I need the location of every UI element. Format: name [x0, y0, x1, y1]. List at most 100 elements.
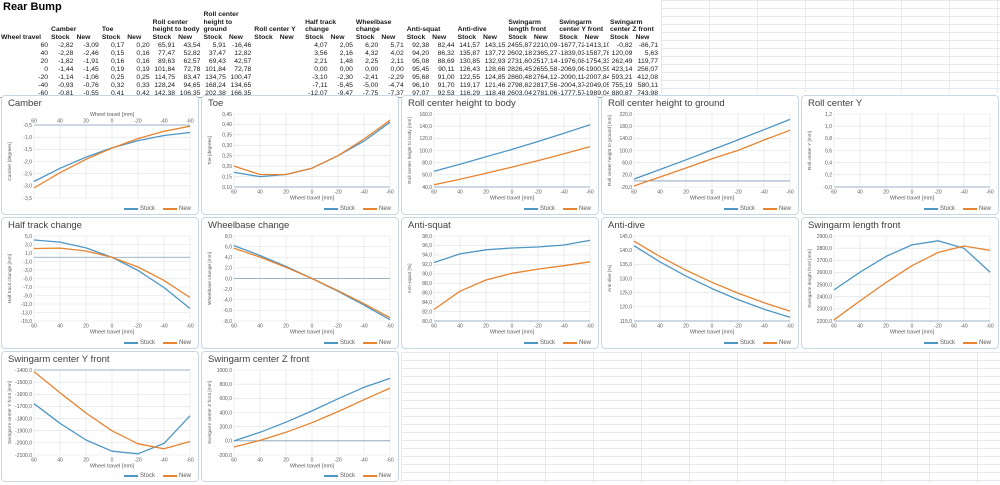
value-cell-r4c8[interactable] — [253, 73, 278, 81]
value-cell-r4c13[interactable]: -2,29 — [388, 73, 404, 81]
chart-legend[interactable]: Stock New — [123, 206, 191, 212]
value-cell-r4c1[interactable]: -1,06 — [83, 73, 99, 81]
sub-header-5-stock[interactable]: Stock — [305, 33, 324, 41]
column-group-2[interactable]: Roll center height to body — [152, 18, 200, 33]
value-cell-r1c1[interactable]: -2,46 — [83, 49, 99, 57]
value-cell-r4c7[interactable]: 100,47 — [230, 73, 252, 81]
value-cell-r3c6[interactable]: 101,84 — [205, 65, 226, 73]
value-cell-r1c15[interactable]: 86,32 — [437, 49, 455, 57]
value-cell-r1c23[interactable]: 5,63 — [644, 49, 658, 57]
value-cell-r3c8[interactable] — [253, 65, 278, 73]
value-cell-r0c0[interactable]: -2,82 — [57, 41, 74, 49]
value-cell-r3c10[interactable]: 0,00 — [314, 65, 328, 73]
value-cell-r1c16[interactable]: 135,87 — [459, 49, 480, 57]
column-group-9[interactable]: Swingarm length front — [508, 18, 547, 33]
value-cell-r2c16[interactable]: 130,85 — [459, 57, 480, 65]
value-cell-r1c19[interactable]: 2365,27 — [532, 49, 558, 57]
wheel-travel-cell[interactable]: -40 — [38, 81, 49, 89]
value-cell-r3c5[interactable]: 72,78 — [183, 65, 201, 73]
wheel-travel-cell[interactable]: 20 — [40, 57, 49, 65]
sub-header-11-new[interactable]: New — [635, 33, 650, 41]
value-cell-r3c19[interactable]: 2655,58 — [532, 65, 558, 73]
sub-header-3-new[interactable]: New — [228, 33, 243, 41]
value-cell-r6c11[interactable]: -9,47 — [337, 89, 353, 97]
value-cell-r4c6[interactable]: 134,75 — [205, 73, 226, 81]
chart-legend[interactable]: Stock New — [123, 340, 191, 346]
value-cell-r0c14[interactable]: 92,38 — [412, 41, 430, 49]
value-cell-r5c6[interactable]: 168,24 — [205, 81, 226, 89]
value-cell-r3c23[interactable]: 256,07 — [637, 65, 658, 73]
value-cell-r3c1[interactable]: -1,45 — [83, 65, 99, 73]
value-cell-r0c4[interactable]: 65,91 — [158, 41, 176, 49]
value-cell-r2c8[interactable] — [253, 57, 278, 65]
sub-header-10-stock[interactable]: Stock — [559, 33, 578, 41]
sub-header-6-new[interactable]: New — [381, 33, 396, 41]
value-cell-r2c21[interactable]: -1754,33 — [583, 57, 610, 65]
column-group-3[interactable]: Roll center height to ground — [203, 11, 239, 33]
value-cell-r4c19[interactable]: 2764,12 — [532, 73, 558, 81]
value-cell-r0c20[interactable]: -1677,72 — [558, 41, 584, 49]
column-group-7[interactable]: Anti-squat — [406, 25, 441, 33]
value-cell-r4c23[interactable]: 412,08 — [637, 73, 658, 81]
sub-header-4-stock[interactable]: Stock — [254, 33, 273, 41]
value-cell-r4c4[interactable]: 114,75 — [154, 73, 176, 81]
value-cell-r2c0[interactable]: -1,82 — [57, 57, 74, 65]
value-cell-r5c15[interactable]: 91,70 — [437, 81, 455, 89]
chart-roll-center-y[interactable]: Roll center Y 1,2 1,0 0,8 0,6 0,4 0,2 -0,0 60 40 2… — [801, 95, 999, 215]
value-cell-r1c21[interactable]: -1587,78 — [583, 49, 610, 57]
chart-legend[interactable]: Stock New — [123, 473, 191, 479]
value-cell-r3c3[interactable]: 0,19 — [136, 65, 150, 73]
value-cell-r0c16[interactable]: 141,57 — [459, 41, 480, 49]
value-cell-r2c22[interactable]: 262,49 — [611, 57, 633, 65]
sub-header-9-new[interactable]: New — [533, 33, 548, 41]
chart-legend[interactable]: Stock New — [923, 206, 991, 212]
value-cell-r2c2[interactable]: 0,16 — [111, 57, 125, 65]
value-cell-r6c2[interactable]: 0,41 — [111, 89, 125, 97]
chart-anti-dive[interactable]: Anti-dive 145,0 140,0 135,0 130,0 125,0 120,0 1… — [601, 217, 799, 349]
value-cell-r5c19[interactable]: 2817,56 — [532, 81, 558, 89]
sub-header-1-stock[interactable]: Stock — [101, 33, 121, 41]
value-cell-r6c15[interactable]: 92,53 — [437, 89, 455, 97]
value-cell-r1c18[interactable]: 2602,18 — [507, 49, 532, 57]
value-cell-r2c17[interactable]: 132,93 — [484, 57, 506, 65]
value-cell-r6c0[interactable]: -0,81 — [57, 89, 74, 97]
value-cell-r6c18[interactable]: 2603,04 — [507, 89, 532, 97]
value-cell-r0c23[interactable]: -86,71 — [638, 41, 658, 49]
wheel-travel-cell[interactable]: 0 — [44, 65, 49, 73]
value-cell-r3c2[interactable]: 0,19 — [111, 65, 125, 73]
value-cell-r6c5[interactable]: 106,35 — [179, 89, 201, 97]
value-cell-r5c12[interactable]: -5,00 — [362, 81, 379, 89]
value-cell-r2c18[interactable]: 2731,60 — [507, 57, 532, 65]
value-cell-r4c14[interactable]: 95,68 — [412, 73, 430, 81]
value-cell-r0c9[interactable] — [279, 41, 304, 49]
value-cell-r5c21[interactable]: -2049,05 — [583, 81, 610, 89]
value-cell-r1c10[interactable]: 3,56 — [314, 49, 328, 57]
value-cell-r5c3[interactable]: 0,33 — [136, 81, 150, 89]
sub-header-8-stock[interactable]: Stock — [457, 33, 477, 41]
value-cell-r6c14[interactable]: 97,07 — [412, 89, 430, 97]
wheel-travel-cell[interactable]: -20 — [38, 73, 49, 81]
chart-legend[interactable]: Stock New — [923, 340, 991, 346]
sub-header-1-new[interactable]: New — [127, 33, 142, 41]
wheel-travel-cell[interactable]: -60 — [38, 89, 49, 97]
sub-header-10-new[interactable]: New — [584, 33, 599, 41]
value-cell-r2c15[interactable]: 88,69 — [437, 57, 455, 65]
value-cell-r5c22[interactable]: 755,19 — [611, 81, 633, 89]
value-cell-r0c12[interactable]: 6,20 — [365, 41, 379, 49]
chart-swingarm-length-front[interactable]: Swingarm length front 2900,0 2800,0 2700,0 2… — [801, 217, 999, 349]
value-cell-r6c6[interactable]: 202,38 — [205, 89, 226, 97]
value-cell-r1c12[interactable]: 4,32 — [365, 49, 379, 57]
value-cell-r2c7[interactable]: 42,57 — [234, 57, 252, 65]
sub-header-7-stock[interactable]: Stock — [406, 33, 426, 41]
value-cell-r3c12[interactable]: 0,00 — [365, 65, 379, 73]
value-cell-r6c12[interactable]: -7,75 — [362, 89, 379, 97]
value-cell-r5c4[interactable]: 128,24 — [154, 81, 176, 89]
value-cell-r1c14[interactable]: 94,20 — [412, 49, 430, 57]
value-cell-r1c20[interactable]: -1839,03 — [558, 49, 584, 57]
chart-toe[interactable]: Toe 0,45 0,40 0,35 0,30 0,25 0,20 0,15 0,10 60 40 2… — [201, 95, 399, 215]
value-cell-r0c22[interactable]: -0,82 — [616, 41, 633, 49]
value-cell-r6c13[interactable]: -7,37 — [388, 89, 404, 97]
empty-spreadsheet-cells[interactable] — [661, 0, 1000, 93]
value-cell-r4c22[interactable]: 593,21 — [611, 73, 633, 81]
column-group-8[interactable]: Anti-dive — [457, 25, 487, 33]
